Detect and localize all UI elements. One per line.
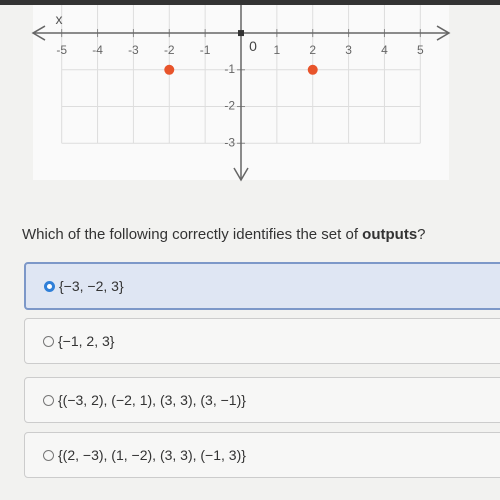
origin-label: 0 <box>249 38 257 54</box>
radio[interactable] <box>43 449 54 461</box>
top-bar <box>0 0 500 5</box>
option[interactable]: {(2, −3), (1, −2), (3, 3), (−1, 3)} <box>24 432 500 478</box>
point <box>307 64 318 75</box>
x-tick-label: 1 <box>274 43 281 57</box>
point <box>164 64 175 75</box>
question-bold: outputs <box>362 226 418 243</box>
question-text: Which of the following correctly identif… <box>22 226 363 243</box>
graph: -5 -4 -3 -2 -1 1 2 3 4 5 -3 -2 -1 0 x <box>31 5 451 182</box>
radio[interactable] <box>43 335 54 347</box>
x-tick-label: -2 <box>164 43 175 57</box>
option-label: {−3, −2, 3} <box>59 278 124 294</box>
option[interactable]: {−3, −2, 3} <box>24 262 500 310</box>
question-end: ? <box>417 226 426 243</box>
x-tick-label: 2 <box>309 43 316 57</box>
y-tick-label: -1 <box>224 62 235 76</box>
x-axis-label: x <box>56 11 63 27</box>
radio[interactable] <box>43 394 54 406</box>
x-tick-label: -5 <box>56 43 67 57</box>
y-arrow <box>233 167 249 182</box>
y-tick-label: -2 <box>224 99 235 113</box>
y-tick-label: -3 <box>224 135 235 149</box>
origin-dot <box>238 30 244 37</box>
question: Which of the following correctly identif… <box>22 226 426 243</box>
option[interactable]: {(−3, 2), (−2, 1), (3, 3), (3, −1)} <box>24 377 500 423</box>
x-tick-label: -3 <box>128 43 139 57</box>
option[interactable]: {−1, 2, 3} <box>24 318 500 364</box>
option-label: {(−3, 2), (−2, 1), (3, 3), (3, −1)} <box>58 392 246 408</box>
x-tick-label: -4 <box>92 43 103 57</box>
option-label: {−1, 2, 3} <box>58 333 115 349</box>
x-tick-label: 4 <box>381 43 388 57</box>
x-tick-label: -1 <box>200 43 211 57</box>
x-tick-label: 5 <box>417 43 424 57</box>
x-arrow <box>31 25 451 41</box>
option-label: {(2, −3), (1, −2), (3, 3), (−1, 3)} <box>58 447 246 463</box>
radio[interactable] <box>44 280 55 292</box>
x-tick-label: 3 <box>345 43 352 57</box>
